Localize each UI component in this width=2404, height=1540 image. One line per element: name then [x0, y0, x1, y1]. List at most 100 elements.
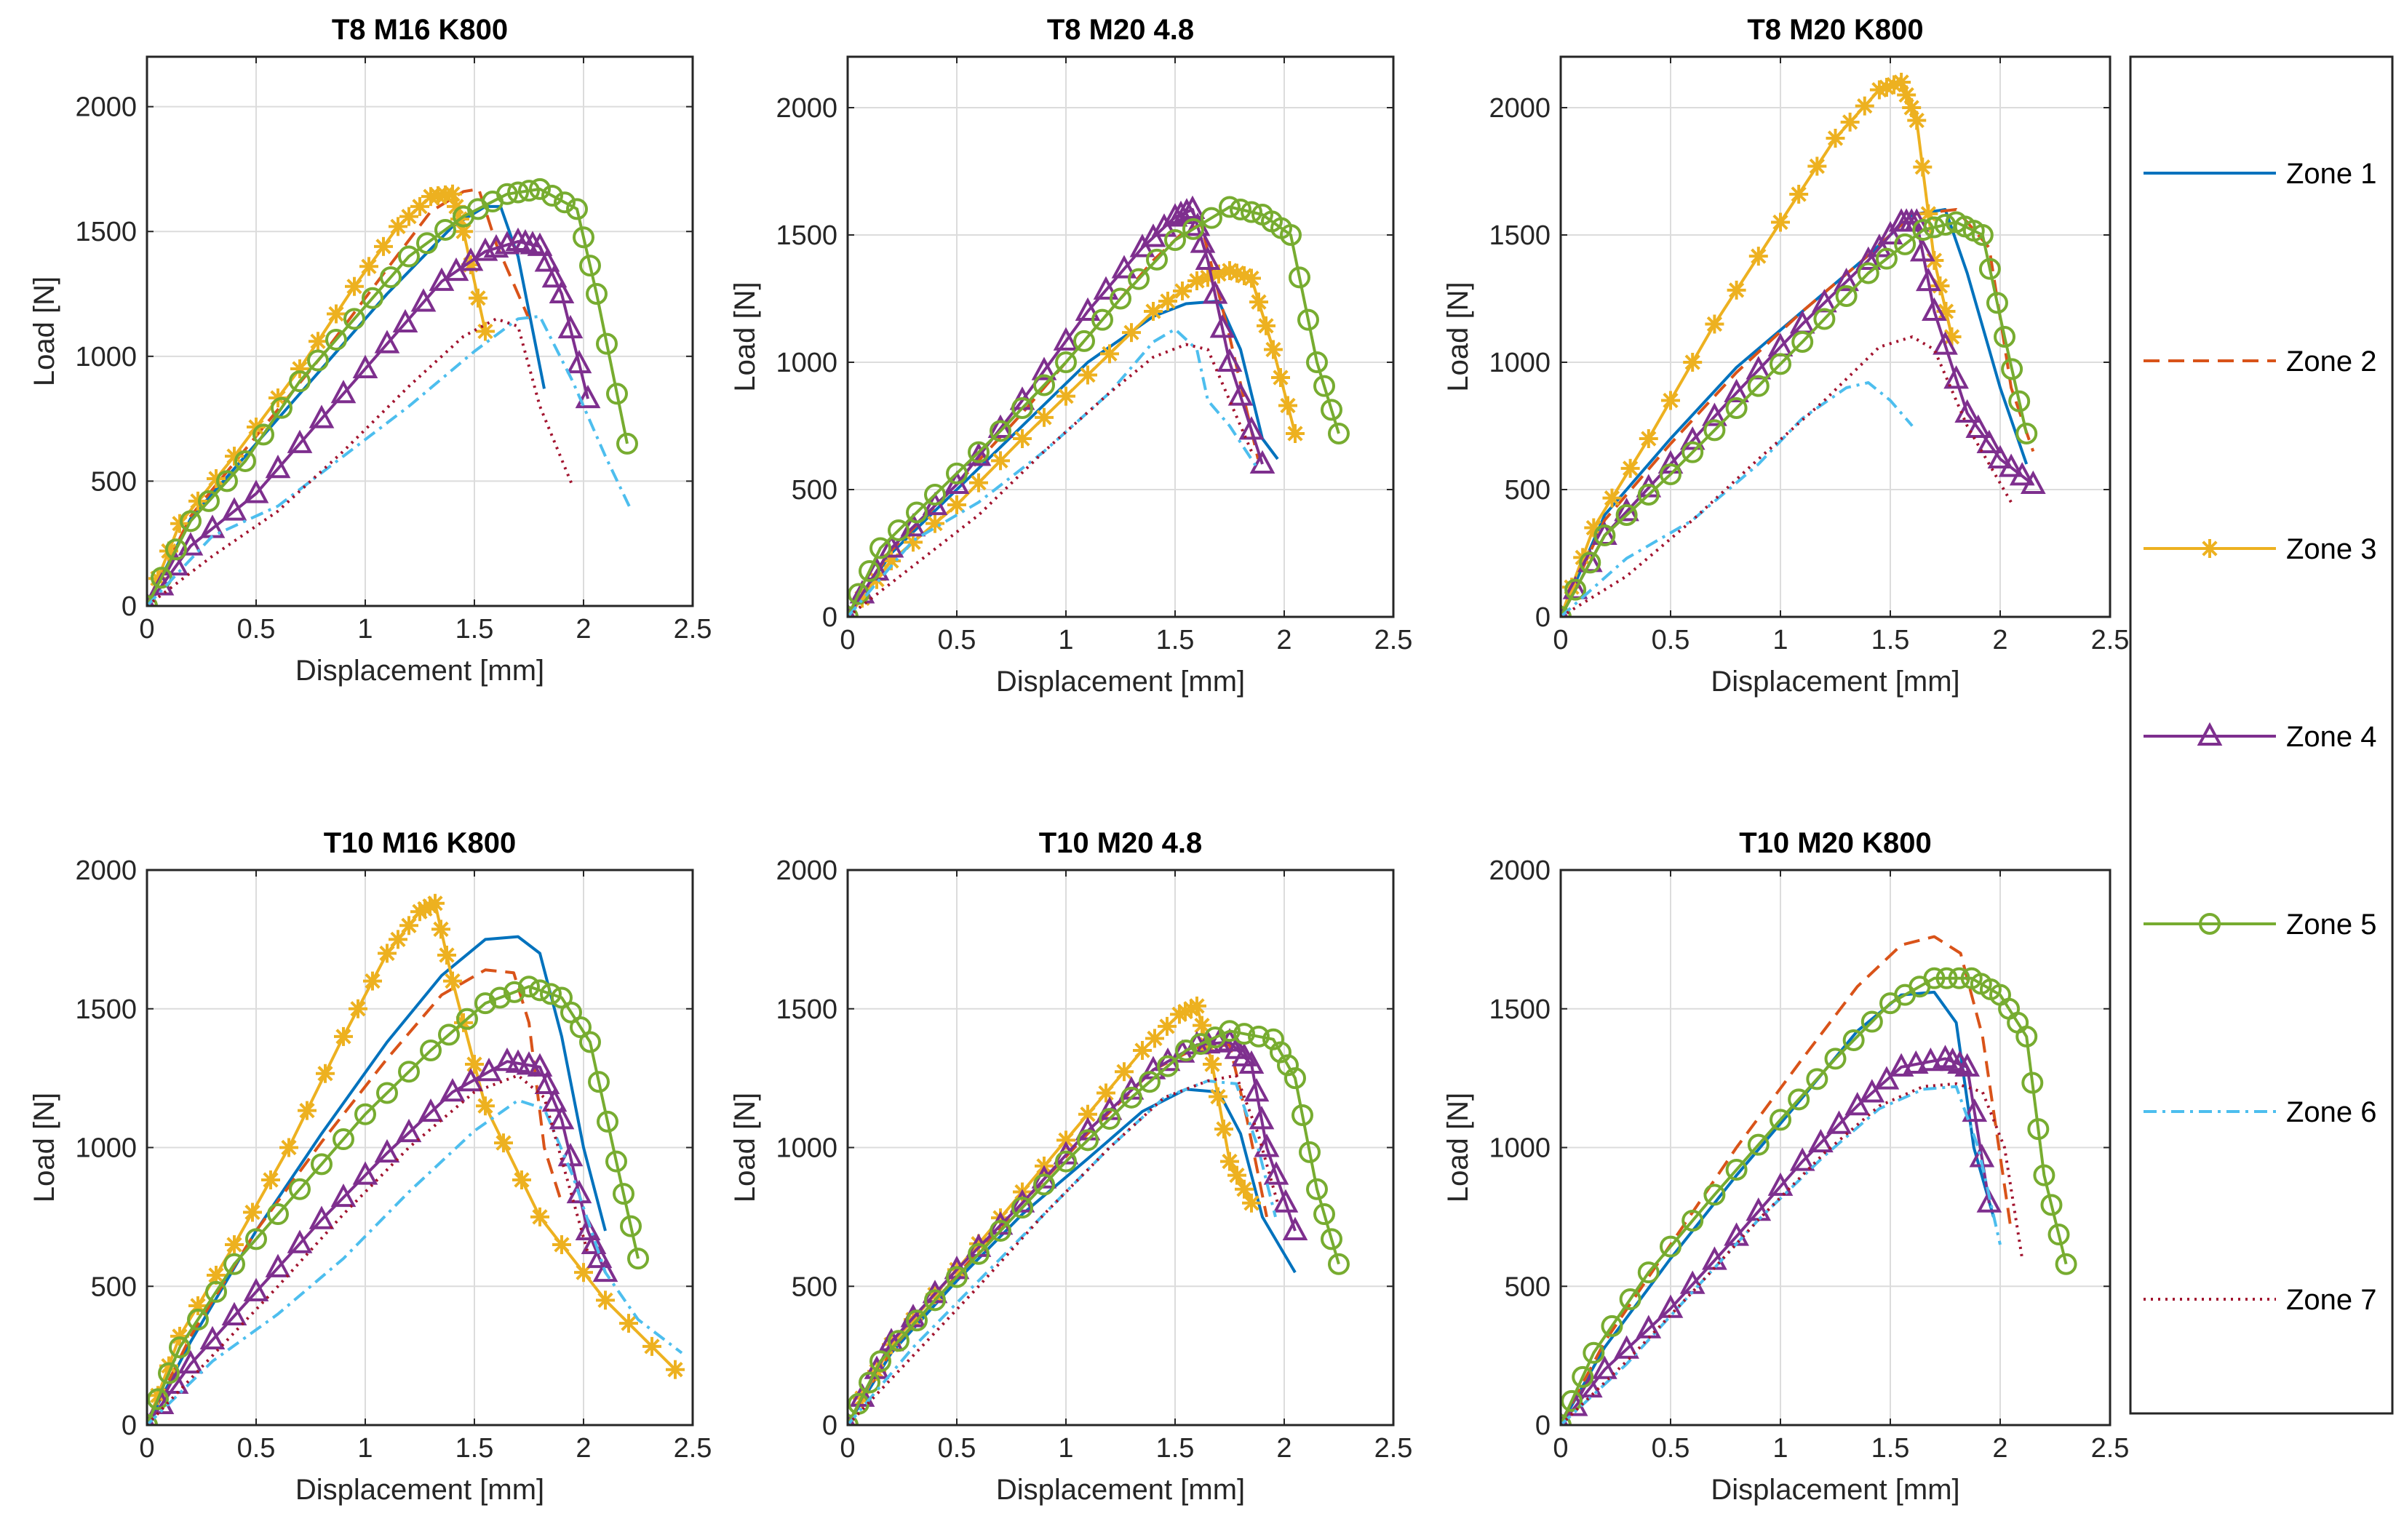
x-axis-label: Displacement [mm] [1711, 1474, 1959, 1506]
data-point-asterisk [1209, 1087, 1227, 1106]
panel-title: T8 M20 K800 [1747, 14, 1923, 46]
data-point-triangle [581, 1230, 607, 1255]
data-point-triangle [557, 314, 584, 339]
data-point-circle [1291, 1104, 1313, 1126]
data-point-circle [869, 537, 891, 559]
series-group [1561, 73, 2046, 617]
asterisk-stroke [350, 1001, 366, 1017]
legend-label: Zone 7 [2286, 1284, 2377, 1316]
data-point-circle [1110, 287, 1131, 310]
data-point-circle [223, 1253, 245, 1275]
data-point-triangle [541, 1088, 568, 1112]
data-point-circle [169, 1336, 191, 1359]
x-tick-label: 2 [576, 614, 591, 645]
data-point-asterisk [1278, 396, 1297, 415]
asterisk-stroke [1728, 282, 1745, 298]
asterisk-stroke [597, 1292, 613, 1308]
data-point-triangle [1614, 1335, 1639, 1359]
x-tick-label: 2 [576, 1433, 591, 1464]
data-point-circle [205, 1280, 227, 1303]
data-point-asterisk [374, 236, 393, 256]
data-point-triangle [418, 1098, 444, 1122]
data-point-triangle [147, 591, 155, 606]
data-point-triangle [1962, 1098, 1988, 1122]
asterisk-stroke [346, 279, 362, 295]
data-point-circle [1637, 484, 1660, 506]
data-point-triangle [309, 404, 335, 428]
data-point-circle [354, 1103, 376, 1125]
x-tick-label: 0.5 [1652, 1433, 1690, 1464]
y-tick-label: 1000 [1489, 348, 1551, 378]
data-point-triangle [1922, 297, 1947, 321]
data-point-circle [613, 1183, 634, 1205]
asterisk-stroke [1098, 1085, 1114, 1101]
data-point-circle [1201, 207, 1222, 229]
x-tick-label: 1.5 [1156, 1433, 1195, 1464]
legend-label: Zone 1 [2286, 158, 2377, 190]
data-point-triangle [287, 429, 313, 453]
series-line-zone-5 [147, 985, 640, 1425]
data-point-asterisk [596, 1290, 615, 1310]
data-point-asterisk [363, 971, 382, 991]
data-point-circle [307, 349, 329, 372]
data-point-circle [1219, 1020, 1241, 1042]
data-point-triangle [592, 1258, 618, 1282]
data-point-circle [1747, 375, 1770, 397]
y-tick-label: 1500 [776, 220, 837, 251]
series-line-zone-7 [848, 343, 1253, 617]
data-point-asterisk [437, 945, 456, 965]
data-point-circle [289, 370, 311, 393]
data-point-circle [1703, 1184, 1726, 1206]
legend-label: Zone 5 [2286, 909, 2377, 941]
data-point-triangle [392, 308, 418, 333]
data-point-circle [1806, 1068, 1828, 1090]
series-group [147, 893, 685, 1425]
data-point-circle [216, 470, 238, 492]
panel-title: T10 M20 K800 [1739, 827, 1932, 859]
data-point-asterisk [1748, 247, 1768, 266]
y-axis-label: Load [N] [1442, 1093, 1474, 1202]
data-point-triangle [1238, 1050, 1265, 1074]
asterisk-stroke [1222, 1153, 1238, 1170]
data-point-asterisk [1271, 368, 1290, 387]
data-point-circle [554, 191, 576, 214]
data-point-circle [620, 1215, 642, 1237]
asterisk-stroke [1909, 112, 1925, 129]
legend-label: Zone 2 [2286, 346, 2377, 378]
data-point-circle [1857, 262, 1879, 284]
data-point-asterisk [349, 999, 367, 1018]
data-point-triangle [520, 231, 546, 255]
data-point-triangle [163, 551, 189, 576]
asterisk-stroke [1204, 1056, 1220, 1072]
asterisk-stroke [226, 1237, 242, 1253]
data-point-circle [1875, 247, 1898, 270]
x-tick-label: 1 [357, 614, 373, 645]
data-point-triangle [1767, 1172, 1794, 1196]
data-point-circle [888, 1330, 910, 1352]
series-group [1561, 935, 2077, 1425]
data-point-triangle [330, 380, 357, 404]
asterisk-stroke [161, 543, 177, 559]
asterisk-stroke [361, 258, 377, 274]
data-point-triangle [1190, 229, 1216, 253]
legend-label: Zone 4 [2286, 721, 2377, 753]
data-point-asterisk [512, 1170, 531, 1190]
series-line-zone-4 [147, 240, 589, 606]
data-point-circle [504, 981, 525, 1003]
data-point-circle [234, 450, 256, 472]
data-point-circle [1894, 233, 1917, 255]
data-point-circle [906, 501, 928, 524]
data-point-circle [343, 308, 365, 330]
data-point-circle [906, 1309, 928, 1332]
data-point-triangle [566, 1179, 592, 1204]
data-point-circle [2047, 1224, 2070, 1246]
asterisk-stroke [1265, 341, 1281, 358]
data-point-circle [507, 181, 529, 204]
data-point-triangle [1179, 195, 1206, 219]
x-tick-label: 1.5 [455, 1433, 494, 1464]
data-point-circle [579, 1031, 601, 1053]
data-point-triangle [1976, 1189, 2002, 1213]
legend-label: Zone 6 [2286, 1096, 2377, 1128]
y-tick-label: 500 [91, 466, 137, 497]
